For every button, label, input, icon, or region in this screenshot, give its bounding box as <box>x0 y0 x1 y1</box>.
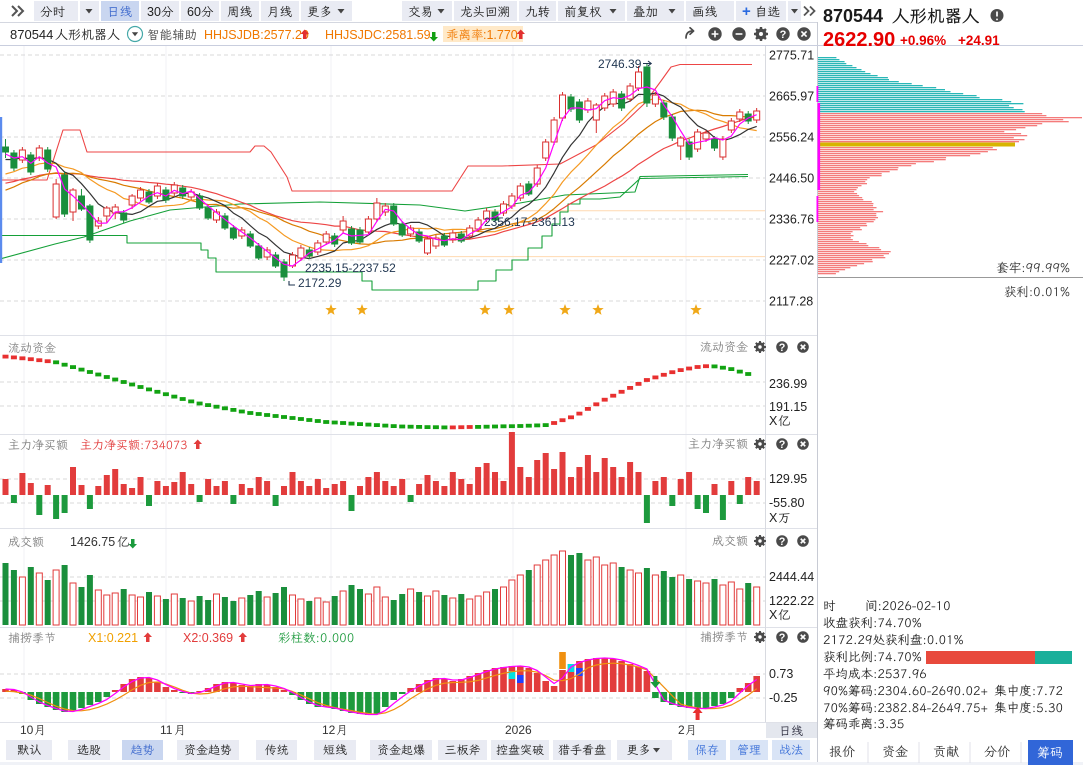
svg-text:HHJSJDC:2581.59: HHJSJDC:2581.59 <box>325 28 431 42</box>
svg-text:2446.50: 2446.50 <box>769 172 814 186</box>
svg-text:2356.17-2361.13: 2356.17-2361.13 <box>484 215 575 229</box>
svg-text:X: X <box>769 608 778 622</box>
svg-text:2026: 2026 <box>505 723 532 737</box>
svg-text:?: ? <box>779 342 786 354</box>
svg-text:191.15: 191.15 <box>769 400 807 414</box>
svg-text:1426.75: 1426.75 <box>70 535 115 549</box>
svg-text:870544: 870544 <box>823 6 883 26</box>
svg-text:2665.97: 2665.97 <box>769 90 814 104</box>
svg-text:2227.02: 2227.02 <box>769 254 814 268</box>
svg-text:1222.22: 1222.22 <box>769 594 814 608</box>
svg-text:+24.91: +24.91 <box>958 33 1000 48</box>
svg-text:?: ? <box>779 439 786 451</box>
svg-text:X: X <box>769 511 778 525</box>
svg-text:2336.76: 2336.76 <box>769 213 814 227</box>
svg-text:2117.28: 2117.28 <box>769 295 813 309</box>
svg-text:129.95: 129.95 <box>769 472 807 486</box>
svg-text:2746.39: 2746.39 <box>598 57 642 71</box>
svg-text:60: 60 <box>187 5 201 19</box>
svg-text:2556.24: 2556.24 <box>769 131 814 145</box>
svg-text:2: 2 <box>678 723 685 737</box>
svg-text:X1:0.221: X1:0.221 <box>88 631 138 645</box>
svg-text:+: + <box>742 3 751 20</box>
svg-text:-0.25: -0.25 <box>769 691 798 705</box>
svg-text:12: 12 <box>322 723 336 737</box>
svg-text:2622.90: 2622.90 <box>823 29 895 51</box>
svg-text:30: 30 <box>147 5 161 19</box>
svg-text:HHJSJDB:2577.29: HHJSJDB:2577.29 <box>204 28 309 42</box>
svg-text:?: ? <box>779 632 786 644</box>
svg-text:2444.44: 2444.44 <box>769 570 814 584</box>
svg-text:11: 11 <box>160 723 173 737</box>
svg-text:2775.71: 2775.71 <box>769 49 814 63</box>
svg-text:X2:0.369: X2:0.369 <box>183 631 233 645</box>
svg-text:?: ? <box>779 536 786 548</box>
svg-text:-55.80: -55.80 <box>769 496 804 510</box>
svg-text:0.73: 0.73 <box>769 667 793 681</box>
svg-text::1.770: :1.770 <box>483 28 518 42</box>
svg-text:+0.96%: +0.96% <box>900 33 946 48</box>
svg-text:?: ? <box>780 29 787 41</box>
svg-text:2172.29: 2172.29 <box>298 276 342 290</box>
svg-text:X: X <box>769 414 778 428</box>
svg-text:236.99: 236.99 <box>769 377 807 391</box>
svg-text:10: 10 <box>20 723 34 737</box>
svg-text:2235.15-2237.52: 2235.15-2237.52 <box>305 261 396 275</box>
svg-text:870544: 870544 <box>10 27 53 42</box>
